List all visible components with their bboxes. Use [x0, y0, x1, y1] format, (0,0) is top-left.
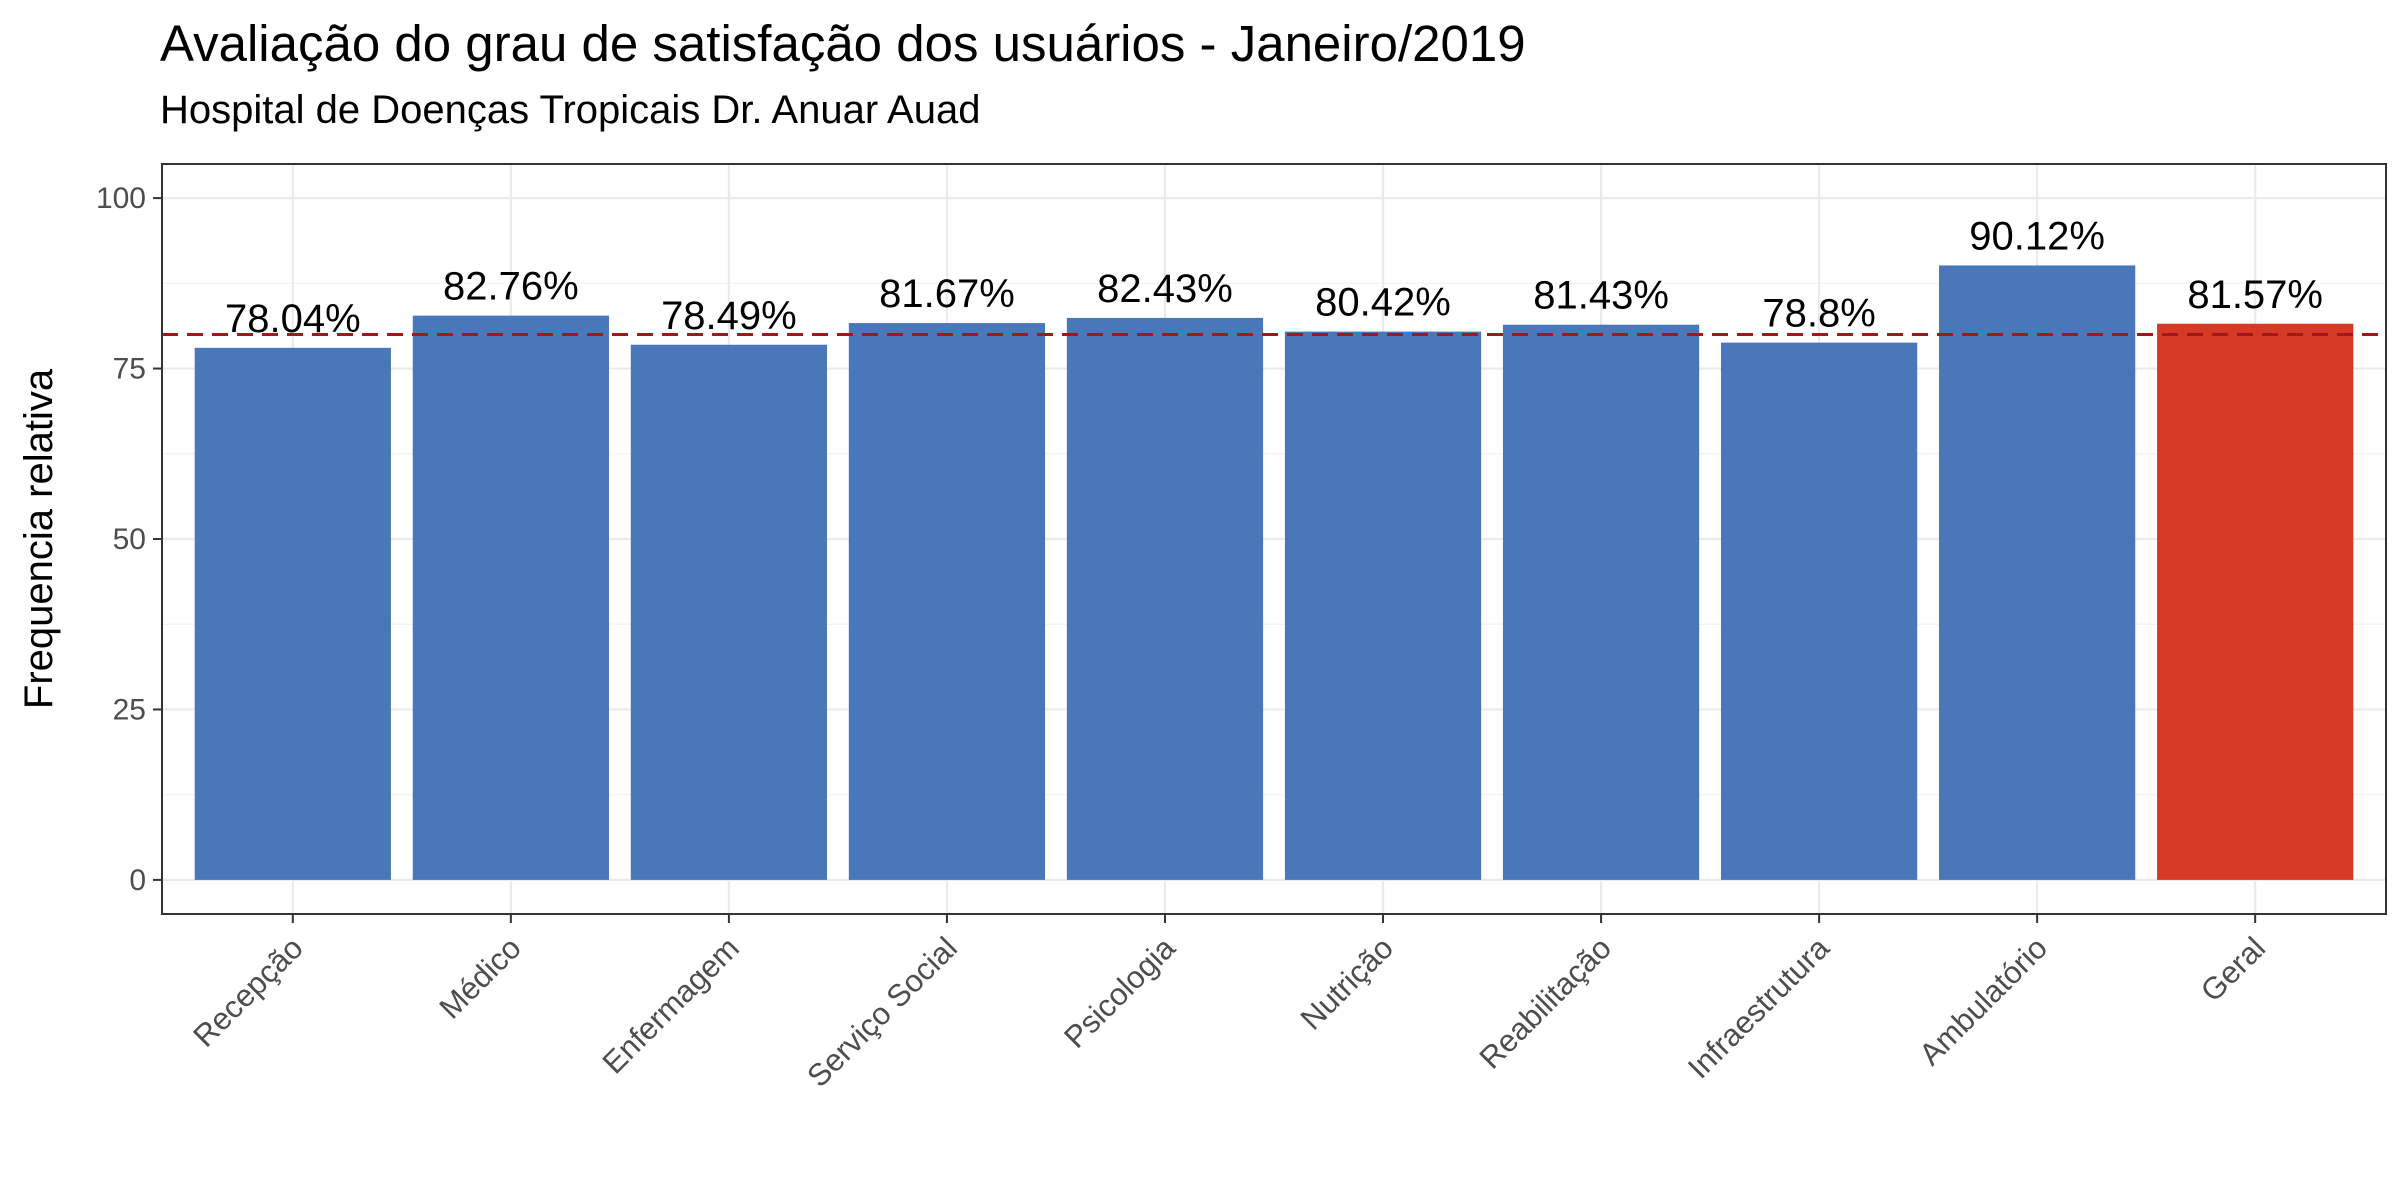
data-label: 82.76% [443, 265, 579, 309]
x-tick-label: Infraestrutura [1681, 930, 1837, 1086]
bar [1502, 324, 1700, 880]
x-tick-label: Médico [432, 930, 527, 1025]
bar [1720, 342, 1918, 880]
bar [412, 315, 609, 880]
chart-title: Avaliação do grau de satisfação dos usuá… [160, 15, 1526, 72]
data-label: 81.43% [1533, 274, 1669, 318]
data-labels: 78.04% 82.76% 78.49% 81.67% 82.43% 80.42% 81.4… [225, 214, 2323, 340]
x-tick-label: Ambulatório [1912, 930, 2054, 1072]
y-axis: 0 25 50 75 100 [96, 182, 162, 897]
bars [194, 265, 2354, 880]
y-tick-label: 50 [113, 523, 146, 556]
x-tick-label: Nutrição [1294, 930, 1400, 1036]
bar [1939, 265, 2136, 880]
bar [630, 344, 828, 880]
y-tick-label: 75 [113, 353, 146, 386]
data-label: 82.43% [1097, 267, 1233, 311]
x-tick-label: Enfermagem [596, 930, 746, 1080]
x-tick-label: Geral [2194, 930, 2272, 1008]
bar [2157, 323, 2354, 880]
x-tick-label: Recepção [186, 930, 309, 1053]
data-label: 78.8% [1762, 292, 1875, 336]
bar [1284, 331, 1482, 880]
y-axis-label: Frequencia relativa [17, 368, 61, 709]
y-tick-label: 25 [113, 693, 146, 726]
data-label: 81.57% [2187, 273, 2323, 317]
data-label: 78.49% [661, 294, 797, 338]
data-label: 78.04% [225, 297, 361, 341]
chart-subtitle: Hospital de Doenças Tropicais Dr. Anuar … [160, 88, 981, 132]
x-tick-label: Serviço Social [800, 930, 964, 1094]
data-label: 80.42% [1315, 281, 1451, 325]
bar [194, 347, 391, 880]
x-tick-label: Psicologia [1057, 930, 1182, 1055]
y-tick-label: 0 [129, 864, 146, 897]
x-tick-label: Reabilitação [1473, 930, 1618, 1075]
data-label: 90.12% [1969, 214, 2105, 258]
bar [1066, 317, 1264, 880]
bar [848, 323, 1046, 880]
x-axis: Recepção Médico Enfermagem Serviço Social Ps… [186, 914, 2272, 1094]
y-tick-label: 100 [96, 182, 146, 215]
data-label: 81.67% [879, 272, 1015, 316]
